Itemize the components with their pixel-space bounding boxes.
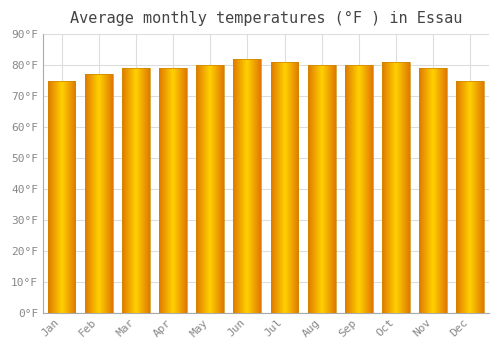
Bar xyxy=(419,68,447,313)
Bar xyxy=(234,59,262,313)
Bar xyxy=(48,80,76,313)
Bar xyxy=(308,65,336,313)
Bar xyxy=(85,75,112,313)
Bar xyxy=(159,68,187,313)
Bar xyxy=(345,65,373,313)
Bar xyxy=(122,68,150,313)
Bar xyxy=(270,62,298,313)
Bar xyxy=(196,65,224,313)
Bar xyxy=(382,62,410,313)
Title: Average monthly temperatures (°F ) in Essau: Average monthly temperatures (°F ) in Es… xyxy=(70,11,462,26)
Bar xyxy=(456,80,484,313)
